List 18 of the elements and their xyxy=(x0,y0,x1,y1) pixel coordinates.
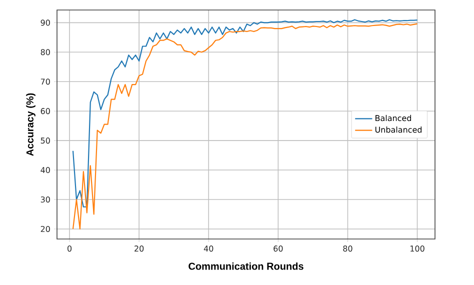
y-tick-label: 60 xyxy=(40,108,50,114)
legend-label: Balanced xyxy=(376,114,411,122)
y-tick-label: 90 xyxy=(40,20,50,26)
x-tick-label: 100 xyxy=(410,246,424,252)
x-tick-label: 20 xyxy=(134,246,144,252)
x-tick-label: 80 xyxy=(343,246,352,252)
y-tick-label: 20 xyxy=(40,226,50,232)
y-tick-label: 40 xyxy=(40,167,50,174)
y-tick-label: 50 xyxy=(40,138,50,144)
y-tick-label: 70 xyxy=(40,78,50,85)
x-tick-label: 60 xyxy=(274,246,283,252)
y-tick-label: 30 xyxy=(40,196,50,203)
x-axis-title: Communication Rounds xyxy=(188,262,304,270)
x-tick-label: 40 xyxy=(204,246,214,252)
y-axis-title: Accuracy (%) xyxy=(26,93,36,156)
x-tick-label: 0 xyxy=(68,246,72,252)
legend-label: Unbalanced xyxy=(375,126,422,133)
y-tick-label: 80 xyxy=(40,49,50,56)
